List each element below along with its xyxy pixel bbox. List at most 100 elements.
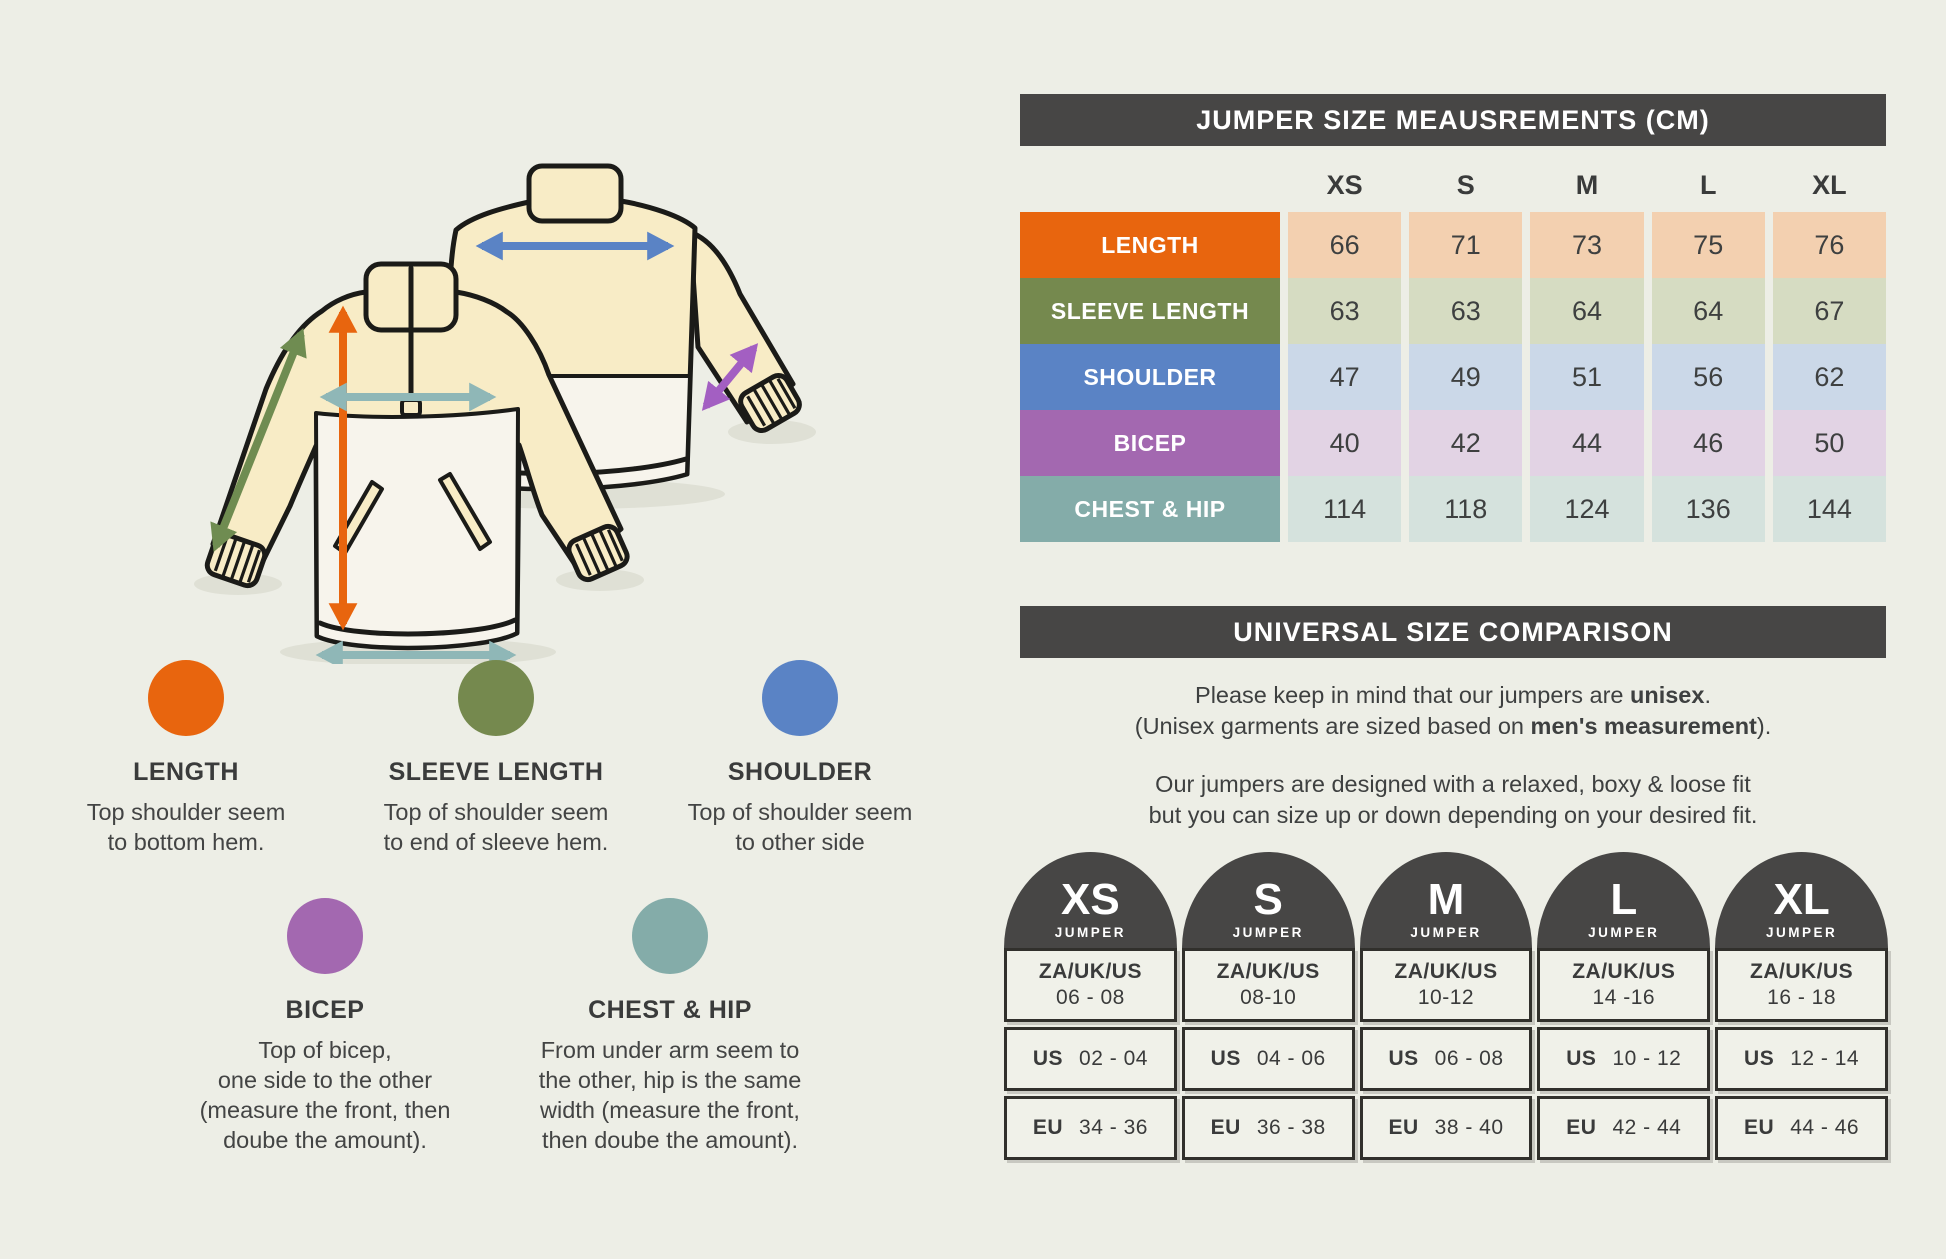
table-cell: 73	[1530, 212, 1644, 278]
front-jumper-illustration	[204, 261, 630, 664]
legend-description: Top shoulder seem to bottom hem.	[86, 799, 286, 855]
size-letter: M	[1427, 875, 1465, 924]
table-cell: 76	[1772, 212, 1886, 278]
size-card-l: L JUMPER ZA/UK/US 14 -16 US 10 - 12 EU 4…	[1537, 852, 1711, 1160]
length-color-dot	[148, 660, 224, 736]
eu-cell: EU 34 - 36	[1004, 1096, 1177, 1160]
legend-label: SHOULDER	[727, 758, 873, 786]
us-cell: US 02 - 04	[1004, 1027, 1177, 1091]
za-uk-us-cell: ZA/UK/US 16 - 18	[1715, 948, 1888, 1022]
sleeve-length-arrow	[210, 328, 307, 552]
table-cell: 40	[1288, 410, 1402, 476]
size-letter: XL	[1773, 875, 1830, 924]
za-uk-us-cell: ZA/UK/US 14 -16	[1537, 948, 1711, 1022]
size-comparison-cards: XS JUMPER ZA/UK/US 06 - 08 US 02 - 04 EU…	[1004, 852, 1888, 1160]
table-cell: 114	[1288, 476, 1402, 542]
row-label-bicep: BICEP	[1020, 410, 1280, 476]
legend-item-length: LENGTH Top shoulder seem to bottom hem.	[36, 660, 336, 858]
legend-item-sleeve-length: SLEEVE LENGTH Top of shoulder seem to en…	[346, 660, 646, 858]
eu-cell: EU 36 - 38	[1181, 1096, 1355, 1160]
table-cell: 67	[1772, 278, 1886, 344]
row-label-chest-hip: CHEST & HIP	[1020, 476, 1280, 542]
za-uk-us-cell: ZA/UK/US 08-10	[1181, 948, 1355, 1022]
jumper-diagram	[194, 163, 816, 664]
us-cell: US 10 - 12	[1537, 1027, 1711, 1091]
table-cell: 124	[1530, 476, 1644, 542]
legend-description: Top of shoulder seem to other side	[687, 799, 913, 855]
note-line: Please keep in mind that our jumpers are…	[1195, 682, 1711, 708]
row-label-shoulder: SHOULDER	[1020, 344, 1280, 410]
table-cell: 136	[1651, 476, 1765, 542]
size-card-header: L JUMPER	[1537, 852, 1711, 948]
size-card-s: S JUMPER ZA/UK/US 08-10 US 04 - 06 EU 36…	[1181, 852, 1355, 1160]
eu-cell: EU 38 - 40	[1359, 1096, 1533, 1160]
size-card-xl: XL JUMPER ZA/UK/US 16 - 18 US 12 - 14 EU…	[1715, 852, 1888, 1160]
size-sub-label: JUMPER	[1588, 925, 1660, 940]
table-cell: 47	[1288, 344, 1402, 410]
legend-label: LENGTH	[133, 758, 239, 786]
front-right-cuff	[566, 523, 630, 583]
table-cell: 51	[1530, 344, 1644, 410]
table-cell: 71	[1409, 212, 1523, 278]
legend-label: BICEP	[285, 996, 365, 1024]
us-cell: US 04 - 06	[1181, 1027, 1355, 1091]
table-cell: 50	[1772, 410, 1886, 476]
legend-description: Top of bicep, one side to the other (mea…	[199, 1037, 451, 1153]
us-cell: US 12 - 14	[1715, 1027, 1888, 1091]
za-uk-us-cell: ZA/UK/US 10-12	[1359, 948, 1533, 1022]
legend-label: CHEST & HIP	[588, 996, 752, 1024]
universal-size-notes: Please keep in mind that our jumpers are…	[1020, 680, 1886, 832]
size-sub-label: JUMPER	[1765, 925, 1838, 940]
right-pocket	[438, 472, 492, 551]
size-card-xs: XS JUMPER ZA/UK/US 06 - 08 US 02 - 04 EU…	[1004, 852, 1177, 1160]
size-card-header: XS JUMPER	[1004, 852, 1177, 948]
corner-cell	[1020, 158, 1280, 212]
size-card-header: M JUMPER	[1359, 852, 1533, 948]
sleeve-length-color-dot	[458, 660, 534, 736]
legend-description: From under arm seem to the other, hip is…	[538, 1037, 802, 1153]
universal-size-title: UNIVERSAL SIZE COMPARISON	[1020, 606, 1886, 658]
table-cell: 75	[1651, 212, 1765, 278]
legend-label: SLEEVE LENGTH	[388, 758, 604, 786]
size-letter: L	[1610, 875, 1638, 924]
table-cell: 62	[1772, 344, 1886, 410]
table-cell: 56	[1651, 344, 1765, 410]
chest-hip-color-dot	[632, 898, 708, 974]
bicep-arrow	[701, 343, 759, 411]
legend-item-shoulder: SHOULDER Top of shoulder seem to other s…	[650, 660, 950, 858]
legend-description: Top of shoulder seem to end of sleeve he…	[383, 799, 609, 855]
row-label-sleeve-length: SLEEVE LENGTH	[1020, 278, 1280, 344]
shoulder-color-dot	[762, 660, 838, 736]
table-cell: 64	[1651, 278, 1765, 344]
table-cell: 44	[1530, 410, 1644, 476]
table-cell: 118	[1409, 476, 1523, 542]
note-line: Our jumpers are designed with a relaxed,…	[1155, 770, 1751, 797]
size-letter: S	[1253, 875, 1283, 924]
column-header-xs: XS	[1326, 169, 1363, 200]
za-uk-us-cell: ZA/UK/US 06 - 08	[1004, 948, 1177, 1022]
column-header-l: L	[1699, 169, 1717, 200]
table-cell: 49	[1409, 344, 1523, 410]
note-line: but you can size up or down depending on…	[1148, 802, 1758, 829]
size-sub-label: JUMPER	[1232, 925, 1304, 940]
column-header-xl: XL	[1812, 169, 1847, 200]
table-cell: 46	[1651, 410, 1765, 476]
measurements-table-title: JUMPER SIZE MEAUSREMENTS (CM)	[1020, 94, 1886, 146]
table-cell: 63	[1409, 278, 1523, 344]
size-card-header: XL JUMPER	[1715, 852, 1888, 948]
note-line: (Unisex garments are sized based on men'…	[1134, 713, 1772, 740]
legend-item-bicep: BICEP Top of bicep, one side to the othe…	[165, 898, 485, 1155]
measurements-table: XS S M L XL LENGTH 66 71 73 75 76 SLEEVE…	[1020, 158, 1886, 542]
row-label-length: LENGTH	[1020, 212, 1280, 278]
column-header-m: M	[1575, 169, 1599, 200]
size-card-header: S JUMPER	[1181, 852, 1355, 948]
eu-cell: EU 44 - 46	[1715, 1096, 1888, 1160]
eu-cell: EU 42 - 44	[1537, 1096, 1711, 1160]
column-header-s: S	[1456, 169, 1475, 200]
us-cell: US 06 - 08	[1359, 1027, 1533, 1091]
size-letter: XS	[1061, 875, 1120, 924]
table-cell: 66	[1288, 212, 1402, 278]
size-sub-label: JUMPER	[1054, 925, 1127, 940]
table-cell: 64	[1530, 278, 1644, 344]
